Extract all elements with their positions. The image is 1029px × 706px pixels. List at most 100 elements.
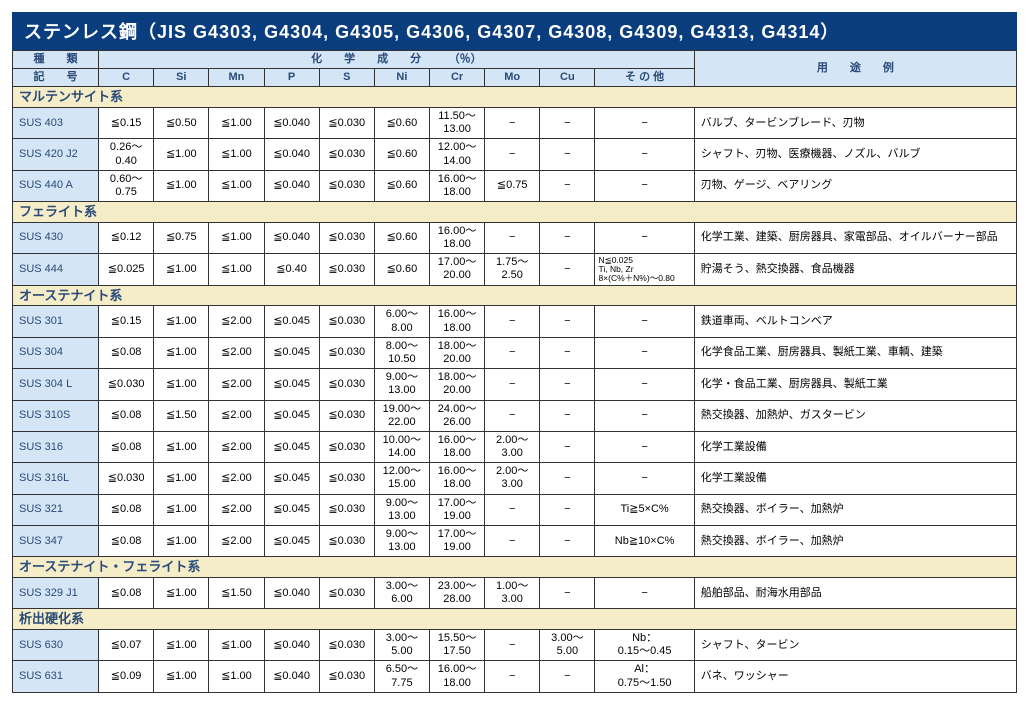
cell-mo: − xyxy=(485,494,540,525)
cell-s: ≦0.030 xyxy=(319,369,374,400)
cell-mo: − xyxy=(485,222,540,253)
cell-si: ≦1.00 xyxy=(154,170,209,201)
cell-usage: シャフト、タービン xyxy=(694,629,1016,660)
cell-cr: 15.50～17.50 xyxy=(429,629,484,660)
cell-p: ≦0.045 xyxy=(264,526,319,557)
cell-c: ≦0.08 xyxy=(99,494,154,525)
cell-ni: 8.00～10.50 xyxy=(374,337,429,368)
cell-cu: − xyxy=(540,139,595,170)
cell-mn: ≦1.00 xyxy=(209,629,264,660)
cell-mn: ≦1.50 xyxy=(209,578,264,609)
cell-cr: 17.00～20.00 xyxy=(429,254,484,286)
cell-usage: 熱交換器、ボイラー、加熱炉 xyxy=(694,526,1016,557)
row-label: SUS 304 xyxy=(13,337,99,368)
cell-mn: ≦2.00 xyxy=(209,526,264,557)
cell-cu: − xyxy=(540,400,595,431)
cell-si: ≦1.00 xyxy=(154,661,209,692)
cell-usage: シャフト、刃物、医療機器、ノズル、バルブ xyxy=(694,139,1016,170)
cell-p: ≦0.40 xyxy=(264,254,319,286)
row-label: SUS 301 xyxy=(13,306,99,337)
row-label: SUS 631 xyxy=(13,661,99,692)
group-name: オーステナイト系 xyxy=(13,285,1017,306)
cell-ni: ≦0.60 xyxy=(374,170,429,201)
cell-cu: − xyxy=(540,222,595,253)
cell-p: ≦0.045 xyxy=(264,431,319,462)
table-row: SUS 420 J20.26～0.40≦1.00≦1.00≦0.040≦0.03… xyxy=(13,139,1017,170)
hdr-s: S xyxy=(319,69,374,87)
cell-mo: 2.00～3.00 xyxy=(485,463,540,494)
cell-c: ≦0.15 xyxy=(99,107,154,138)
hdr-ni: Ni xyxy=(374,69,429,87)
hdr-p: P xyxy=(264,69,319,87)
hdr-mn: Mn xyxy=(209,69,264,87)
cell-si: ≦0.50 xyxy=(154,107,209,138)
cell-other: − xyxy=(595,463,694,494)
cell-cr: 18.00～20.00 xyxy=(429,337,484,368)
cell-ni: ≦0.60 xyxy=(374,254,429,286)
cell-other: − xyxy=(595,578,694,609)
hdr-mo: Mo xyxy=(485,69,540,87)
group-row: オーステナイト・フェライト系 xyxy=(13,557,1017,578)
cell-ni: 3.00～6.00 xyxy=(374,578,429,609)
cell-cr: 16.00～18.00 xyxy=(429,661,484,692)
cell-s: ≦0.030 xyxy=(319,494,374,525)
cell-ni: 9.00～13.00 xyxy=(374,494,429,525)
cell-si: ≦1.00 xyxy=(154,431,209,462)
table-row: SUS 329 J1≦0.08≦1.00≦1.50≦0.040≦0.0303.0… xyxy=(13,578,1017,609)
cell-s: ≦0.030 xyxy=(319,400,374,431)
cell-other: − xyxy=(595,139,694,170)
cell-cr: 24.00～26.00 xyxy=(429,400,484,431)
cell-mn: ≦1.00 xyxy=(209,139,264,170)
table-row: SUS 444≦0.025≦1.00≦1.00≦0.40≦0.030≦0.601… xyxy=(13,254,1017,286)
cell-cr: 11.50～13.00 xyxy=(429,107,484,138)
cell-usage: バルブ、タービンブレード、刃物 xyxy=(694,107,1016,138)
cell-usage: 船舶部品、耐海水用部品 xyxy=(694,578,1016,609)
cell-cu: − xyxy=(540,170,595,201)
cell-mo: − xyxy=(485,337,540,368)
cell-c: ≦0.08 xyxy=(99,431,154,462)
group-row: フェライト系 xyxy=(13,202,1017,223)
row-label: SUS 430 xyxy=(13,222,99,253)
cell-other: − xyxy=(595,337,694,368)
cell-cr: 16.00～18.00 xyxy=(429,463,484,494)
cell-mo: 1.75～2.50 xyxy=(485,254,540,286)
cell-ni: 19.00～22.00 xyxy=(374,400,429,431)
cell-usage: バネ、ワッシャー xyxy=(694,661,1016,692)
cell-si: ≦1.50 xyxy=(154,400,209,431)
cell-other: − xyxy=(595,369,694,400)
cell-usage: 化学工業設備 xyxy=(694,463,1016,494)
cell-cu: − xyxy=(540,431,595,462)
cell-s: ≦0.030 xyxy=(319,222,374,253)
cell-other: Nb：0.15～0.45 xyxy=(595,629,694,660)
cell-cr: 16.00～18.00 xyxy=(429,222,484,253)
cell-s: ≦0.030 xyxy=(319,107,374,138)
cell-si: ≦1.00 xyxy=(154,337,209,368)
row-label: SUS 304 L xyxy=(13,369,99,400)
cell-mo: − xyxy=(485,526,540,557)
cell-usage: 化学食品工業、厨房器具、製紙工業、車輌、建築 xyxy=(694,337,1016,368)
cell-p: ≦0.045 xyxy=(264,494,319,525)
cell-s: ≦0.030 xyxy=(319,431,374,462)
cell-cr: 18.00～20.00 xyxy=(429,369,484,400)
cell-p: ≦0.045 xyxy=(264,400,319,431)
cell-other: − xyxy=(595,306,694,337)
cell-p: ≦0.045 xyxy=(264,337,319,368)
group-row: オーステナイト系 xyxy=(13,285,1017,306)
cell-mn: ≦1.00 xyxy=(209,170,264,201)
cell-mo: ≦0.75 xyxy=(485,170,540,201)
page-title: ステンレス鋼（JIS G4303, G4304, G4305, G4306, G… xyxy=(12,12,1017,50)
cell-p: ≦0.040 xyxy=(264,170,319,201)
cell-mo: 2.00～3.00 xyxy=(485,431,540,462)
cell-cr: 12.00～14.00 xyxy=(429,139,484,170)
cell-p: ≦0.045 xyxy=(264,306,319,337)
cell-c: 0.26～0.40 xyxy=(99,139,154,170)
cell-usage: 貯湯そう、熱交換器、食品機器 xyxy=(694,254,1016,286)
cell-mn: ≦1.00 xyxy=(209,254,264,286)
cell-other: − xyxy=(595,107,694,138)
cell-si: ≦1.00 xyxy=(154,369,209,400)
cell-c: ≦0.08 xyxy=(99,578,154,609)
cell-mn: ≦2.00 xyxy=(209,463,264,494)
cell-p: ≦0.040 xyxy=(264,107,319,138)
cell-usage: 化学工業設備 xyxy=(694,431,1016,462)
cell-si: ≦1.00 xyxy=(154,578,209,609)
